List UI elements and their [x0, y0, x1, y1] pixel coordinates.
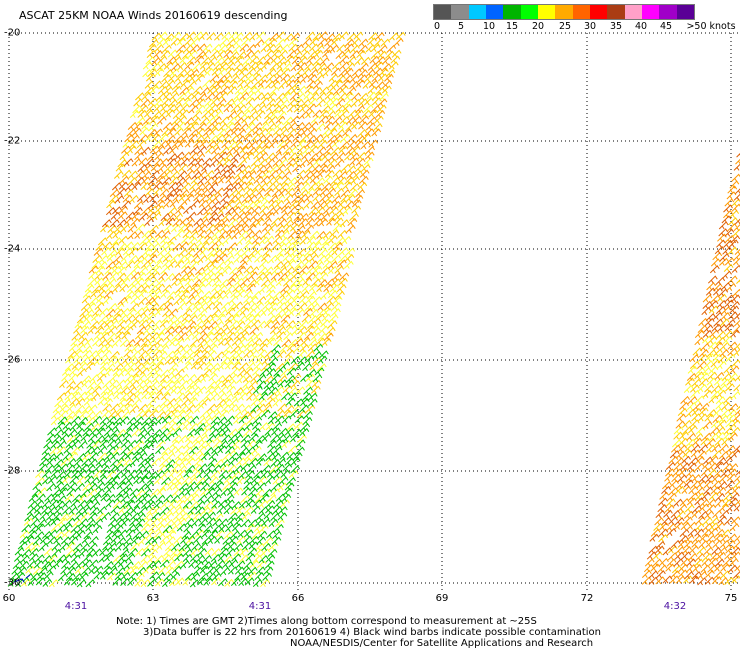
longitude-label: 72 — [580, 593, 594, 604]
colorbar-segment — [537, 5, 556, 19]
longitude-label: 60 — [2, 593, 16, 604]
latitude-label: -26 — [4, 354, 21, 366]
footnote-line: Note: 1) Times are GMT 2)Times along bot… — [116, 616, 537, 627]
colorbar-segment — [659, 5, 677, 19]
wind-speed-colorbar — [433, 4, 695, 20]
longitude-label: 66 — [291, 593, 305, 604]
colorbar-segment — [641, 5, 660, 19]
colorbar-label: 15 — [505, 21, 519, 32]
colorbar-segment — [676, 5, 694, 19]
colorbar-segment — [624, 5, 642, 19]
time-label: 4:32 — [663, 601, 687, 612]
colorbar-segment — [451, 5, 469, 19]
colorbar-segment — [607, 5, 625, 19]
colorbar-label: 10 — [482, 21, 496, 32]
colorbar-label: 5 — [457, 21, 465, 32]
colorbar-segment — [434, 5, 452, 19]
wind-barb-group — [7, 343, 329, 588]
wind-barbs — [7, 31, 740, 588]
longitude-label: 75 — [724, 593, 738, 604]
colorbar-label: >50 knots — [686, 21, 736, 32]
latitude-label: -30 — [4, 577, 21, 589]
latitude-label: -20 — [4, 27, 21, 39]
colorbar-label: 0 — [433, 21, 441, 32]
colorbar-label: 40 — [634, 21, 648, 32]
colorbar-label: 25 — [558, 21, 572, 32]
colorbar-label: 30 — [583, 21, 597, 32]
colorbar-segment — [485, 5, 504, 19]
time-label: 4:31 — [248, 601, 272, 612]
latitude-label: -28 — [4, 465, 21, 477]
colorbar-segment — [520, 5, 538, 19]
colorbar-segment — [503, 5, 521, 19]
colorbar-label: 20 — [531, 21, 545, 32]
latitude-label: -22 — [4, 135, 21, 147]
longitude-label: 63 — [146, 593, 160, 604]
footnote-line: 3)Data buffer is 22 hrs from 20160619 4)… — [143, 627, 601, 638]
calm-wind-barb — [13, 574, 31, 583]
wind-barb-group — [101, 145, 740, 586]
colorbar-segment — [555, 5, 573, 19]
time-label: 4:31 — [64, 601, 88, 612]
colorbar-segment — [572, 5, 590, 19]
colorbar-segment — [589, 5, 608, 19]
colorbar-label: 45 — [659, 21, 673, 32]
map-title: ASCAT 25KM NOAA Winds 20160619 descendin… — [19, 9, 288, 22]
longitude-label: 69 — [435, 593, 449, 604]
wind-barb-group — [56, 31, 740, 586]
colorbar-label: 35 — [609, 21, 623, 32]
colorbar-segment — [468, 5, 486, 19]
footnote-line: NOAA/NESDIS/Center for Satellite Applica… — [290, 638, 594, 649]
wind-barb-group — [88, 31, 740, 586]
wind-barb-group — [19, 31, 740, 588]
latitude-label: -24 — [4, 243, 21, 255]
